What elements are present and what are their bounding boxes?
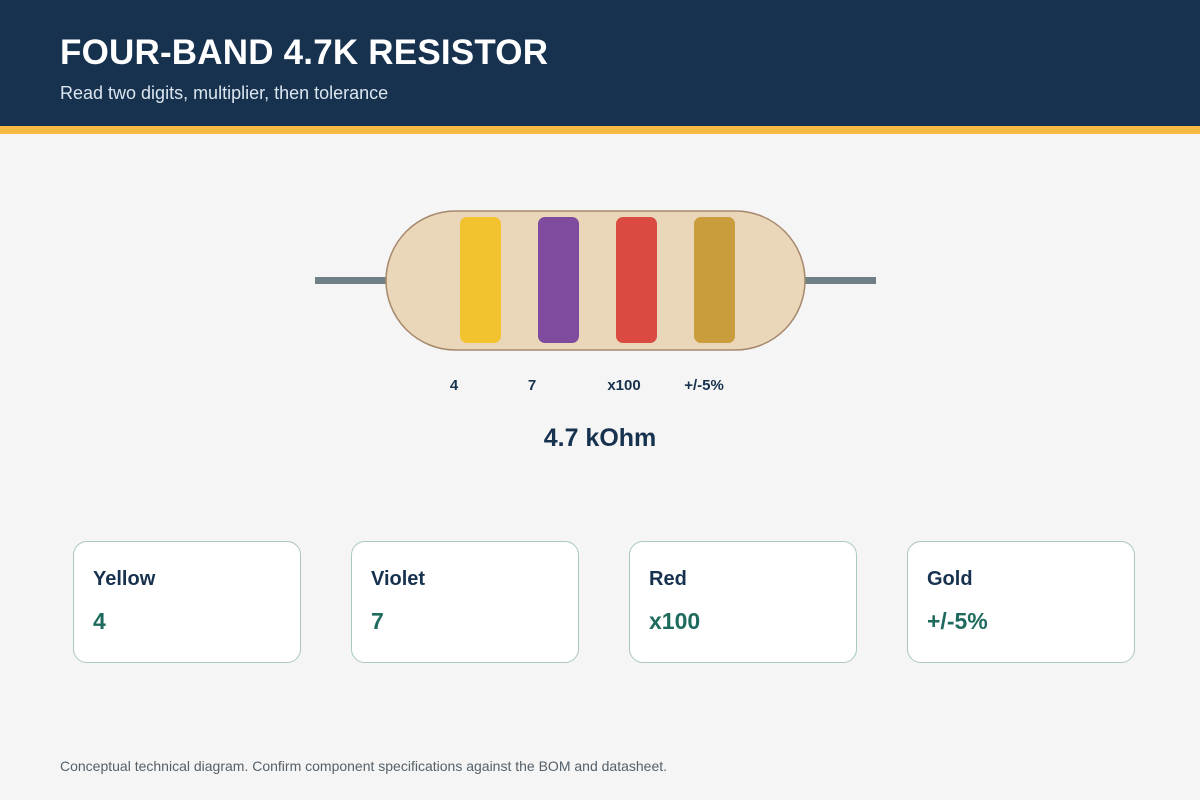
- band-card-value: 4: [93, 608, 106, 634]
- band-card-value: x100: [649, 608, 701, 634]
- page-title: FOUR-BAND 4.7K RESISTOR: [60, 33, 549, 72]
- resistor-lead-right: [804, 277, 876, 284]
- band-card-color-name: Violet: [371, 568, 426, 590]
- band-card-value: 7: [371, 608, 384, 634]
- band-yellow: [460, 217, 501, 343]
- band-violet: [538, 217, 579, 343]
- header-banner: [0, 0, 1200, 126]
- band-label-multiplier: x100: [607, 377, 640, 394]
- header-accent-stripe: [0, 126, 1200, 134]
- band-card-color-name: Yellow: [93, 568, 156, 590]
- band-card-violet: Violet 7: [351, 541, 579, 663]
- band-card-value: +/-5%: [927, 608, 988, 634]
- band-label-digit1: 4: [450, 377, 459, 394]
- band-card-red: Red x100: [629, 541, 857, 663]
- band-red: [616, 217, 657, 343]
- band-gold: [694, 217, 735, 343]
- band-label-tolerance: +/-5%: [684, 377, 724, 394]
- band-card-yellow: Yellow 4: [73, 541, 301, 663]
- band-card-gold: Gold +/-5%: [907, 541, 1135, 663]
- resistor-lead-left: [315, 277, 387, 284]
- resistance-value: 4.7 kOhm: [543, 424, 657, 452]
- band-card-color-name: Gold: [927, 568, 973, 590]
- resistor-body: [385, 210, 806, 351]
- page-subtitle: Read two digits, multiplier, then tolera…: [60, 83, 389, 103]
- band-card-color-name: Red: [649, 568, 687, 590]
- band-label-digit2: 7: [528, 377, 536, 394]
- footnote: Conceptual technical diagram. Confirm co…: [60, 758, 668, 774]
